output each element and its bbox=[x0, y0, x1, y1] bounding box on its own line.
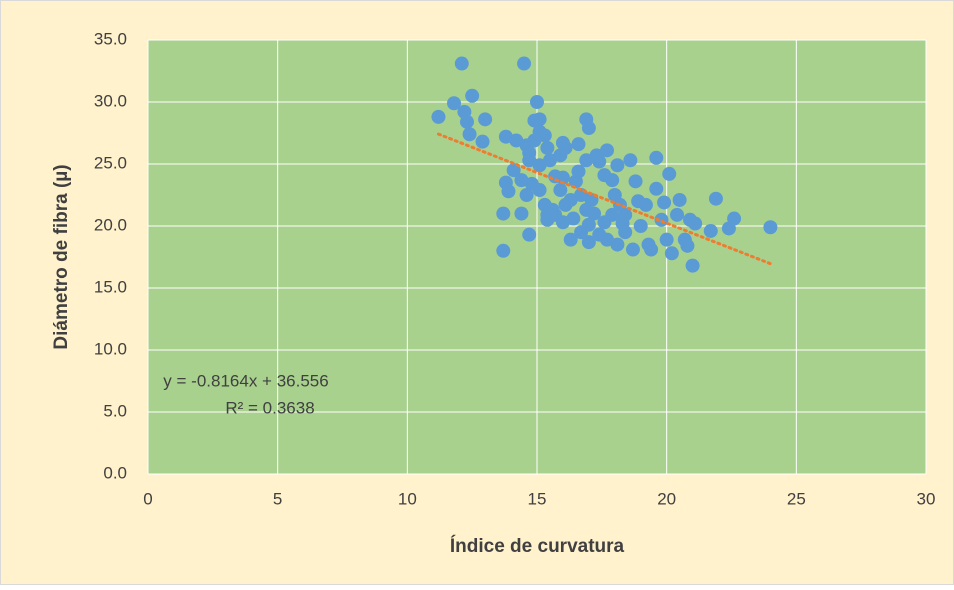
x-tick-label: 15 bbox=[528, 489, 547, 508]
point bbox=[475, 134, 490, 149]
point bbox=[587, 206, 602, 221]
point bbox=[558, 140, 573, 155]
point bbox=[579, 153, 594, 168]
point bbox=[581, 235, 596, 250]
y-tick-label: 0.0 bbox=[103, 463, 127, 482]
point bbox=[553, 183, 568, 198]
r-squared: R² = 0.3638 bbox=[225, 398, 314, 417]
y-tick-label: 25.0 bbox=[94, 153, 127, 172]
point bbox=[571, 137, 586, 152]
point bbox=[600, 232, 615, 247]
point bbox=[670, 207, 685, 222]
point bbox=[459, 114, 474, 129]
point bbox=[555, 170, 570, 185]
y-tick-label: 10.0 bbox=[94, 339, 127, 358]
point bbox=[447, 96, 462, 111]
point bbox=[644, 242, 659, 257]
point bbox=[638, 197, 653, 212]
x-tick-label: 0 bbox=[143, 489, 152, 508]
y-axis-label: Diámetro de fibra (µ) bbox=[51, 164, 72, 349]
x-tick-label: 20 bbox=[657, 489, 676, 508]
point bbox=[532, 112, 547, 127]
point bbox=[581, 121, 596, 136]
x-tick-label: 30 bbox=[917, 489, 936, 508]
point bbox=[530, 95, 544, 109]
point bbox=[478, 112, 493, 127]
point bbox=[563, 232, 578, 247]
point bbox=[708, 191, 723, 206]
point bbox=[703, 223, 718, 238]
point bbox=[597, 215, 612, 230]
point bbox=[672, 192, 687, 207]
x-tick-label: 25 bbox=[787, 489, 806, 508]
x-tick-label: 10 bbox=[398, 489, 417, 508]
point bbox=[659, 232, 674, 247]
point bbox=[496, 206, 511, 221]
point bbox=[688, 216, 703, 231]
point bbox=[680, 238, 695, 253]
point bbox=[568, 174, 583, 189]
point bbox=[763, 220, 778, 235]
point bbox=[454, 56, 469, 71]
point bbox=[649, 181, 664, 196]
point bbox=[506, 163, 521, 178]
point bbox=[462, 127, 477, 142]
point bbox=[610, 158, 625, 173]
point bbox=[431, 109, 446, 124]
point bbox=[628, 174, 643, 189]
point bbox=[496, 243, 511, 258]
point bbox=[592, 154, 607, 169]
y-tick-label: 20.0 bbox=[94, 215, 127, 234]
point bbox=[727, 211, 742, 226]
point bbox=[662, 166, 677, 181]
point bbox=[664, 246, 679, 261]
point bbox=[581, 217, 596, 232]
point bbox=[610, 237, 625, 252]
point bbox=[517, 56, 532, 71]
y-tick-label: 15.0 bbox=[94, 277, 127, 296]
trendline bbox=[436, 132, 772, 266]
point bbox=[532, 158, 547, 173]
point bbox=[615, 216, 630, 231]
x-tick-label: 5 bbox=[273, 489, 282, 508]
point bbox=[540, 212, 555, 227]
point bbox=[501, 184, 516, 199]
point bbox=[623, 153, 638, 168]
point bbox=[540, 140, 555, 155]
y-tick-label: 30.0 bbox=[94, 91, 127, 110]
y-tick-label: 5.0 bbox=[103, 401, 127, 420]
equation: y = -0.8164x + 36.556 bbox=[163, 371, 328, 390]
point bbox=[654, 212, 669, 227]
point bbox=[600, 143, 615, 158]
x-axis-label: Índice de curvatura bbox=[450, 535, 625, 557]
point bbox=[522, 227, 537, 242]
point bbox=[509, 133, 524, 148]
point bbox=[537, 128, 552, 143]
point bbox=[633, 219, 648, 233]
point bbox=[558, 197, 573, 212]
point bbox=[657, 195, 672, 210]
point bbox=[605, 173, 620, 188]
point bbox=[649, 150, 664, 165]
y-tick-label: 35.0 bbox=[94, 29, 127, 48]
point bbox=[542, 153, 557, 168]
point bbox=[522, 153, 537, 168]
point bbox=[685, 258, 700, 273]
point bbox=[532, 183, 547, 198]
point bbox=[514, 206, 529, 221]
point bbox=[519, 188, 534, 202]
point bbox=[465, 88, 480, 103]
point bbox=[625, 242, 640, 257]
